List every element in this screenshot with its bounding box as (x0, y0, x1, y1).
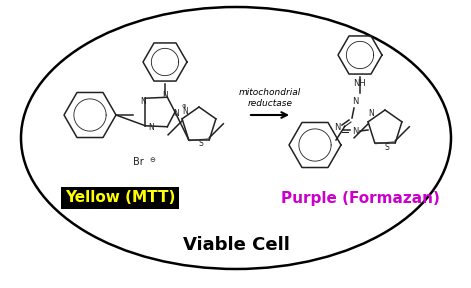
Text: Viable Cell: Viable Cell (183, 236, 290, 254)
Text: NH: NH (354, 79, 366, 88)
Text: N: N (182, 107, 188, 117)
Text: N: N (352, 98, 358, 107)
Text: N: N (352, 126, 358, 135)
Text: N: N (162, 90, 168, 99)
Text: mitochondrial
reductase: mitochondrial reductase (239, 88, 301, 108)
Text: N: N (173, 109, 179, 118)
Text: N: N (140, 98, 146, 107)
Text: N: N (148, 124, 154, 132)
Text: ⊕: ⊕ (182, 105, 187, 109)
Text: N: N (368, 109, 374, 118)
Text: S: S (199, 139, 203, 147)
Text: S: S (385, 143, 390, 151)
Text: N: N (334, 124, 340, 132)
Text: Purple (Formazan): Purple (Formazan) (281, 190, 439, 206)
Text: Br: Br (133, 157, 143, 167)
Text: Yellow (MTT): Yellow (MTT) (65, 190, 175, 206)
Text: ⊖: ⊖ (149, 157, 155, 163)
